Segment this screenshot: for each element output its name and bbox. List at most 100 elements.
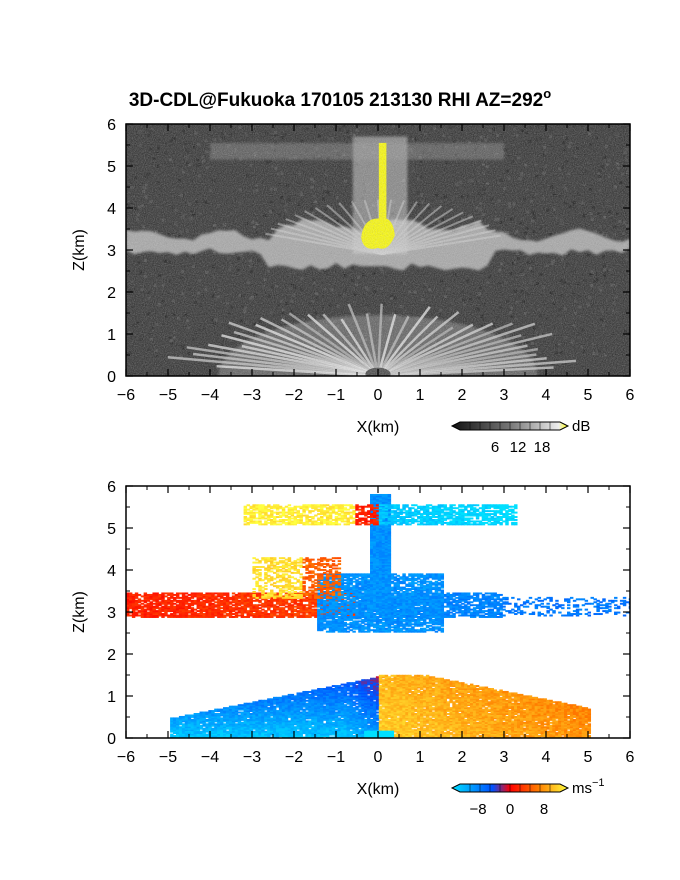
velocity-cell <box>399 729 403 732</box>
velocity-cell <box>211 724 215 727</box>
velocity-cell <box>237 704 242 707</box>
velocity-cell <box>281 717 286 720</box>
velocity-cell <box>375 689 380 692</box>
velocity-cell <box>387 704 392 707</box>
velocity-cell <box>220 721 224 724</box>
velocity-cell <box>255 710 259 713</box>
velocity-cell <box>390 699 395 702</box>
velocity-cell <box>358 729 362 732</box>
velocity-cell <box>405 686 409 689</box>
velocity-cell <box>469 693 474 696</box>
velocity-cell <box>414 679 418 682</box>
velocity-cell <box>408 714 412 717</box>
velocity-cell <box>372 677 377 680</box>
velocity-cell <box>220 735 224 738</box>
velocity-cell <box>387 690 392 693</box>
velocity-cell <box>223 717 227 720</box>
velocity-cell <box>243 724 248 727</box>
velocity-cell <box>443 732 447 735</box>
velocity-cell <box>399 689 403 692</box>
velocity-cell <box>246 713 250 715</box>
velocity-cell <box>199 714 203 717</box>
velocity-cell <box>370 699 374 702</box>
velocity-cell <box>358 696 362 699</box>
velocity-cell <box>370 686 374 689</box>
velocity-cell <box>417 704 421 707</box>
velocity-cell <box>178 732 183 735</box>
velocity-cell <box>281 702 286 705</box>
velocity-cell <box>355 680 359 683</box>
velocity-cell <box>190 735 195 738</box>
velocity-cell <box>352 704 356 707</box>
velocity-cell <box>225 723 230 726</box>
velocity-cell <box>425 713 430 715</box>
velocity-cell <box>381 727 386 730</box>
velocity-cell <box>193 717 198 720</box>
velocity-cell <box>290 730 295 733</box>
velocity-cell <box>446 717 450 720</box>
velocity-cell <box>431 692 436 695</box>
velocity-cell <box>178 727 183 730</box>
velocity-cell <box>278 717 283 720</box>
velocity-cell <box>434 720 439 723</box>
velocity-cell <box>396 735 400 738</box>
velocity-cell <box>361 727 365 730</box>
velocity-cell <box>243 729 248 732</box>
velocity-cell <box>178 715 183 718</box>
velocity-cell <box>231 729 236 732</box>
velocity-cell <box>378 715 383 718</box>
velocity-cell <box>246 711 250 714</box>
velocity-cell <box>340 735 345 738</box>
velocity-cell <box>337 689 342 692</box>
velocity-cell <box>184 727 189 730</box>
velocity-cell <box>440 713 445 715</box>
velocity-cell <box>346 707 350 710</box>
velocity-cell <box>422 693 427 696</box>
velocity-cell <box>249 723 253 726</box>
velocity-cell <box>202 727 206 730</box>
velocity-cell <box>281 718 286 721</box>
velocity-cell <box>411 717 415 720</box>
velocity-cell <box>361 714 365 717</box>
velocity-cell <box>311 720 315 723</box>
velocity-cell <box>281 708 286 711</box>
velocity-cell <box>452 689 456 692</box>
velocity-cell <box>217 727 221 730</box>
velocity-cell <box>258 735 262 738</box>
velocity-cell <box>355 699 359 702</box>
velocity-cell <box>243 702 248 705</box>
velocity-cell <box>278 724 283 727</box>
velocity-cell <box>370 696 374 699</box>
velocity-cell <box>331 715 336 718</box>
velocity-cell <box>199 715 203 718</box>
velocity-cell <box>228 729 233 732</box>
velocity-cell <box>317 718 321 721</box>
velocity-cell <box>246 721 250 724</box>
velocity-cell <box>349 704 353 707</box>
velocity-cell <box>340 701 345 704</box>
velocity-cell <box>405 682 409 685</box>
velocity-cell <box>349 695 353 698</box>
velocity-cell <box>458 692 462 695</box>
velocity-cell <box>370 702 374 705</box>
velocity-cell <box>308 729 312 732</box>
velocity-cell <box>417 717 421 720</box>
velocity-cell <box>455 710 459 713</box>
velocity-cell <box>387 723 392 726</box>
velocity-cell <box>384 720 389 723</box>
velocity-cell <box>331 733 336 736</box>
velocity-cell <box>405 685 409 688</box>
velocity-cell <box>437 702 442 705</box>
velocity-cell <box>461 735 465 738</box>
velocity-cell <box>261 717 265 720</box>
velocity-cell <box>443 710 447 713</box>
velocity-cell <box>443 727 447 730</box>
velocity-cell <box>284 711 289 714</box>
velocity-cell <box>467 688 471 690</box>
velocity-cell <box>193 733 198 736</box>
velocity-cell <box>452 720 456 723</box>
velocity-cell <box>314 720 318 723</box>
velocity-cell <box>372 711 377 714</box>
velocity-cell <box>440 683 445 686</box>
